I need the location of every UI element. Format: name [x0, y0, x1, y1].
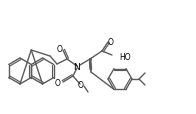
- Text: O: O: [55, 78, 61, 87]
- Text: HO: HO: [119, 52, 131, 61]
- Text: N: N: [74, 62, 80, 71]
- Text: O: O: [57, 44, 63, 53]
- Text: O: O: [108, 37, 114, 46]
- Text: O: O: [78, 81, 84, 90]
